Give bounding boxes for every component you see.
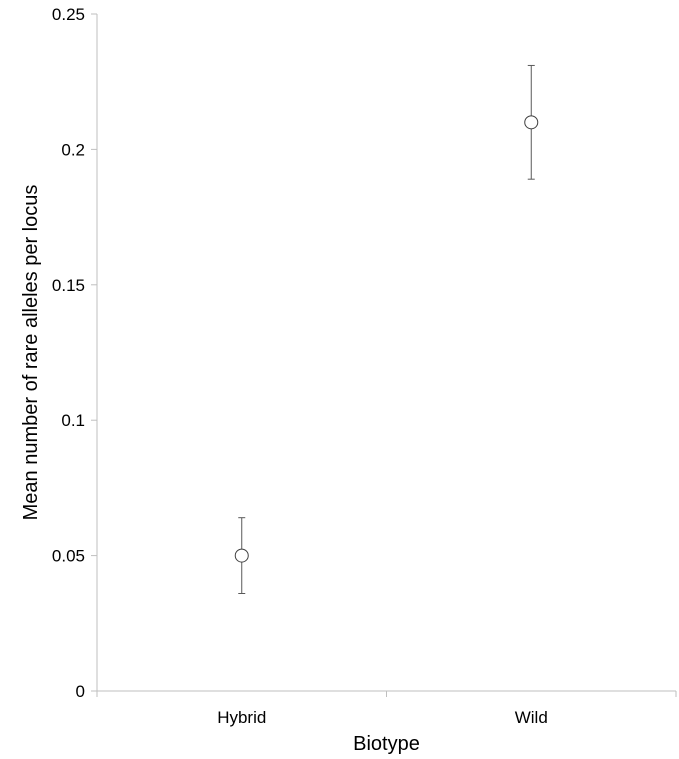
point-marker: [524, 115, 539, 130]
x-tick-label: Wild: [515, 708, 548, 727]
y-axis-ticks: 0 0.05 0.1 0.15 0.2 0.25: [52, 5, 97, 701]
y-tick-label: 0.1: [61, 411, 85, 430]
y-axis-title: Mean number of rare alleles per locus: [20, 185, 42, 521]
y-tick-label: 0: [76, 682, 85, 701]
data-points: [234, 64, 539, 595]
point-marker: [234, 548, 249, 563]
y-tick-label: 0.25: [52, 5, 85, 24]
x-tick-label: Hybrid: [217, 708, 266, 727]
data-point-hybrid: [234, 517, 249, 595]
y-tick-label: 0.2: [61, 140, 85, 159]
y-tick-label: 0.15: [52, 276, 85, 295]
data-point-wild: [524, 64, 539, 180]
x-axis-title: Biotype: [353, 733, 420, 755]
x-axis-ticks: Hybrid Wild: [96, 691, 677, 727]
y-tick-label: 0.05: [52, 547, 85, 566]
